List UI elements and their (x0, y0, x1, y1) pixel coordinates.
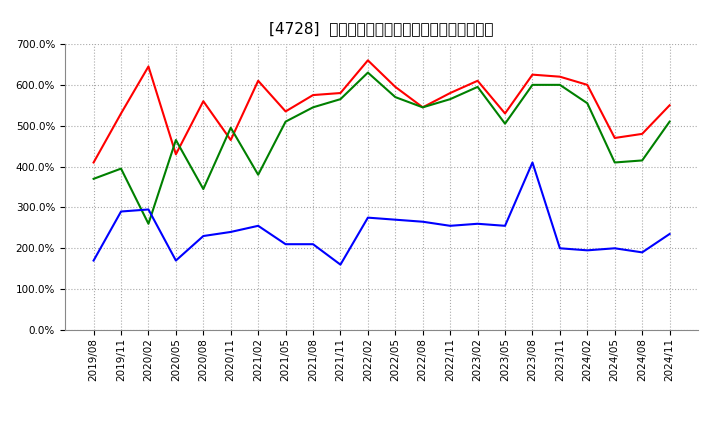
現預金比率 (171, 258, 180, 263)
現預金比率 (418, 219, 427, 224)
現預金比率 (446, 223, 454, 228)
現預金比率 (364, 215, 372, 220)
現預金比率 (282, 242, 290, 247)
当座比率 (282, 119, 290, 124)
現預金比率 (500, 223, 509, 228)
現預金比率 (117, 209, 125, 214)
流動比率 (309, 92, 318, 98)
現預金比率 (336, 262, 345, 267)
流動比率 (199, 99, 207, 104)
流動比率 (611, 136, 619, 141)
現預金比率 (473, 221, 482, 227)
当座比率 (583, 101, 592, 106)
当座比率 (309, 105, 318, 110)
流動比率 (336, 90, 345, 95)
当座比率 (144, 221, 153, 227)
当座比率 (611, 160, 619, 165)
当座比率 (117, 166, 125, 171)
現預金比率 (665, 231, 674, 237)
流動比率 (117, 111, 125, 116)
現預金比率 (556, 246, 564, 251)
当座比率 (336, 96, 345, 102)
Line: 当座比率: 当座比率 (94, 73, 670, 224)
当座比率 (500, 121, 509, 126)
当座比率 (254, 172, 263, 177)
流動比率 (473, 78, 482, 84)
流動比率 (583, 82, 592, 88)
流動比率 (665, 103, 674, 108)
Title: [4728]  流動比率、当座比率、現預金比率の推移: [4728] 流動比率、当座比率、現預金比率の推移 (269, 21, 494, 36)
当座比率 (418, 105, 427, 110)
Line: 現預金比率: 現預金比率 (94, 162, 670, 264)
流動比率 (364, 58, 372, 63)
流動比率 (528, 72, 537, 77)
流動比率 (89, 160, 98, 165)
流動比率 (282, 109, 290, 114)
当座比率 (638, 158, 647, 163)
当座比率 (364, 70, 372, 75)
当座比率 (226, 125, 235, 130)
流動比率 (446, 90, 454, 95)
流動比率 (144, 64, 153, 69)
現預金比率 (199, 233, 207, 238)
流動比率 (171, 152, 180, 157)
流動比率 (391, 84, 400, 89)
流動比率 (418, 105, 427, 110)
当座比率 (556, 82, 564, 88)
当座比率 (199, 187, 207, 192)
当座比率 (473, 84, 482, 89)
当座比率 (665, 119, 674, 124)
当座比率 (171, 137, 180, 143)
Line: 流動比率: 流動比率 (94, 60, 670, 162)
当座比率 (446, 96, 454, 102)
現預金比率 (391, 217, 400, 222)
現預金比率 (254, 223, 263, 228)
現預金比率 (89, 258, 98, 263)
流動比率 (500, 111, 509, 116)
流動比率 (638, 131, 647, 136)
現預金比率 (309, 242, 318, 247)
当座比率 (391, 95, 400, 100)
流動比率 (226, 137, 235, 143)
現預金比率 (583, 248, 592, 253)
流動比率 (556, 74, 564, 79)
現預金比率 (611, 246, 619, 251)
現預金比率 (528, 160, 537, 165)
流動比率 (254, 78, 263, 84)
現預金比率 (638, 250, 647, 255)
当座比率 (89, 176, 98, 181)
現預金比率 (144, 207, 153, 212)
現預金比率 (226, 229, 235, 235)
当座比率 (528, 82, 537, 88)
